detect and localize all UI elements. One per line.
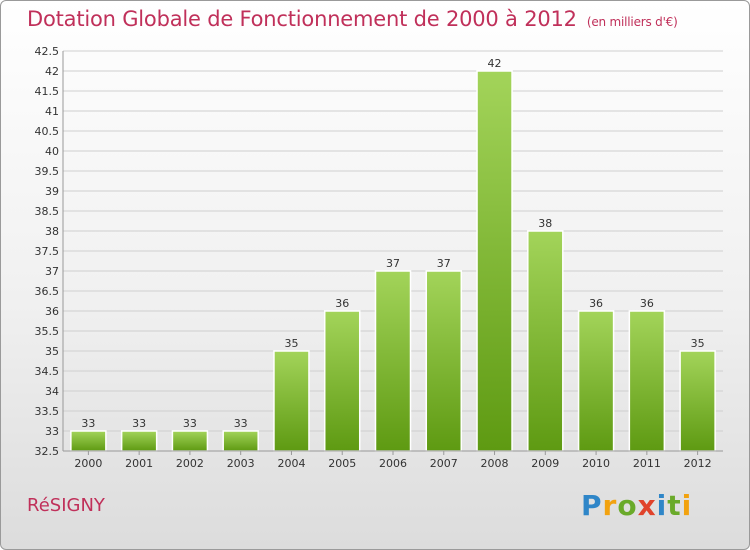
bar-value-label: 33 (234, 417, 248, 430)
y-tick-label: 36.5 (35, 285, 60, 298)
bar (374, 270, 412, 452)
bar (222, 430, 259, 452)
y-tick-label: 42.5 (35, 45, 60, 58)
y-tick-label: 35 (45, 345, 59, 358)
x-tick-label: 2002 (176, 457, 204, 470)
proxiti-logo: Proxiti (581, 489, 692, 522)
bar-value-label: 38 (538, 217, 552, 230)
x-tick-label: 2011 (633, 457, 661, 470)
y-tick-label: 33 (45, 425, 59, 438)
bar-value-label: 35 (284, 337, 298, 350)
y-tick-label: 37.5 (35, 245, 60, 258)
bar (425, 270, 463, 452)
y-tick-label: 39 (45, 185, 59, 198)
x-tick-label: 2000 (74, 457, 102, 470)
logo-letter: t (667, 489, 682, 522)
y-tick-label: 42 (45, 65, 59, 78)
bar (120, 430, 158, 452)
y-axis-ticks: 32.5 33 33.5 34 34.5 35 35.5 36 36.5 37 37.5 38 38.5… (35, 45, 60, 458)
chart-subtitle: (en milliers d'€) (586, 15, 678, 29)
x-tick-label: 2001 (125, 457, 153, 470)
x-tick-label: 2003 (227, 457, 255, 470)
bar (476, 70, 513, 452)
x-tick-label: 2010 (582, 457, 610, 470)
x-tick-label: 2006 (379, 457, 407, 470)
y-tick-label: 41.5 (35, 85, 60, 98)
y-tick-label: 38 (45, 225, 59, 238)
bar-value-label: 42 (488, 57, 502, 70)
y-tick-label: 38.5 (35, 205, 60, 218)
bar-value-label: 33 (183, 417, 197, 430)
y-tick-label: 40.5 (35, 125, 60, 138)
bar-value-label: 35 (691, 337, 705, 350)
logo-letter: x (637, 489, 657, 522)
y-tick-label: 33.5 (35, 405, 60, 418)
y-tick-label: 34 (45, 385, 59, 398)
y-tick-label: 32.5 (35, 445, 60, 458)
bar (577, 310, 615, 452)
logo-letter: r (602, 489, 618, 522)
bar (323, 310, 361, 452)
x-tick-label: 2009 (531, 457, 559, 470)
bar (70, 430, 107, 452)
y-tick-label: 40 (45, 145, 59, 158)
logo-letter: i (656, 489, 668, 522)
bar-value-label: 37 (386, 257, 400, 270)
bar (628, 310, 666, 452)
bar (273, 350, 310, 452)
bar-value-label: 36 (335, 297, 349, 310)
y-tick-label: 37 (45, 265, 59, 278)
commune-name: RéSIGNY (27, 495, 105, 516)
x-tick-label: 2008 (481, 457, 509, 470)
x-tick-label: 2005 (328, 457, 356, 470)
x-axis-ticks: 2000 2001 2002 2003 2004 2005 2006 2007 2008 2009… (74, 451, 712, 470)
bars (70, 70, 716, 452)
logo-letter: i (681, 489, 693, 522)
y-tick-label: 36 (45, 305, 59, 318)
bar-value-label: 37 (437, 257, 451, 270)
logo-letter: o (617, 489, 638, 522)
bar (679, 350, 716, 452)
y-tick-label: 34.5 (35, 365, 60, 378)
chart-title-text: Dotation Globale de Fonctionnement de 20… (27, 7, 577, 31)
chart-title: Dotation Globale de Fonctionnement de 20… (27, 7, 678, 31)
bar (527, 230, 564, 452)
bar-value-label: 36 (640, 297, 654, 310)
y-tick-label: 35.5 (35, 325, 60, 338)
y-tick-label: 39.5 (35, 165, 60, 178)
x-tick-label: 2012 (684, 457, 712, 470)
y-tick-label: 41 (45, 105, 59, 118)
data-labels: 33 33 33 33 35 36 37 37 42 38 36 36 35 (81, 57, 704, 430)
logo-letter: P (581, 489, 603, 522)
x-tick-label: 2007 (430, 457, 458, 470)
bar-value-label: 33 (132, 417, 146, 430)
x-tick-label: 2004 (277, 457, 305, 470)
bar (171, 430, 209, 452)
bar-value-label: 36 (589, 297, 603, 310)
bar-value-label: 33 (81, 417, 95, 430)
